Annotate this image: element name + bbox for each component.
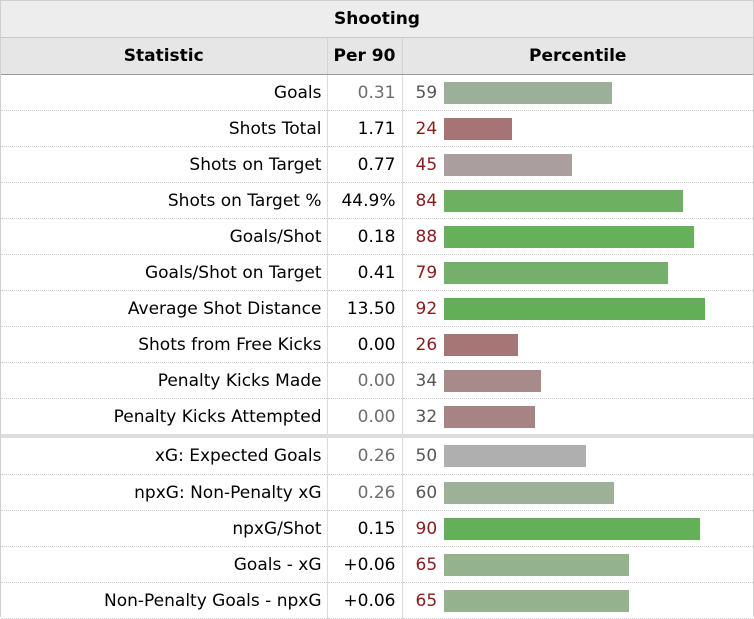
percentile-value: 50 (415, 446, 438, 466)
statistic-name: Shots from Free Kicks (1, 326, 328, 363)
per90-value: 13.50 (327, 290, 403, 327)
table-row: npxG/Shot 0.15 90 (1, 510, 753, 547)
percentile-bar (443, 517, 700, 540)
per90-value: 0.77 (327, 146, 403, 183)
column-header-percentile[interactable]: Percentile (402, 38, 753, 75)
percentile-cell: 32 (402, 398, 753, 438)
percentile-value: 59 (415, 82, 438, 103)
table-row: Shots from Free Kicks 0.00 26 (1, 326, 753, 363)
per90-value: 0.26 (327, 474, 403, 511)
statistic-name: Goals - xG (1, 546, 328, 583)
percentile-cell: 79 (402, 254, 753, 291)
statistic-name: Goals/Shot on Target (1, 254, 328, 291)
percentile-value: 65 (415, 554, 438, 575)
percentile-bar (443, 261, 668, 284)
percentile-bar (443, 445, 586, 467)
statistic-name: Penalty Kicks Made (1, 362, 328, 399)
percentile-bar (443, 405, 535, 428)
stats-table: Statistic Per 90 Percentile Goals 0.31 59 S… (1, 38, 753, 619)
percentile-cell: 65 (402, 546, 753, 583)
percentile-bar (443, 153, 572, 176)
percentile-bar (443, 189, 683, 212)
percentile-bar (443, 369, 541, 392)
percentile-value: 60 (415, 482, 438, 503)
percentile-cell: 34 (402, 362, 753, 399)
percentile-cell: 26 (402, 326, 753, 363)
header-row: Statistic Per 90 Percentile (1, 38, 753, 75)
statistic-name: Shots on Target % (1, 182, 328, 219)
percentile-bar (443, 81, 612, 104)
percentile-cell: 45 (402, 146, 753, 183)
statistic-name: Average Shot Distance (1, 290, 328, 327)
percentile-value: 32 (415, 406, 438, 427)
table-row: Penalty Kicks Attempted 0.00 32 (1, 398, 753, 438)
per90-value: 44.9% (327, 182, 403, 219)
column-header-statistic[interactable]: Statistic (1, 38, 328, 75)
table-row: Goals/Shot on Target 0.41 79 (1, 254, 753, 291)
percentile-bar (443, 225, 694, 248)
percentile-bar (443, 553, 629, 576)
table-row: Shots Total 1.71 24 (1, 110, 753, 147)
percentile-cell: 65 (402, 582, 753, 619)
percentile-cell: 50 (402, 436, 753, 475)
percentile-bar (443, 297, 705, 320)
per90-value: 0.15 (327, 510, 403, 547)
statistic-name: npxG: Non-Penalty xG (1, 474, 328, 511)
percentile-cell: 24 (402, 110, 753, 147)
per90-value: +0.06 (327, 582, 403, 619)
table-row: Shots on Target 0.77 45 (1, 146, 753, 183)
per90-value: +0.06 (327, 546, 403, 583)
percentile-value: 26 (415, 334, 438, 355)
percentile-bar (443, 589, 629, 612)
table-row: Average Shot Distance 13.50 92 (1, 290, 753, 327)
percentile-cell: 88 (402, 218, 753, 255)
percentile-value: 24 (415, 118, 438, 139)
statistic-name: Shots on Target (1, 146, 328, 183)
statistic-name: Shots Total (1, 110, 328, 147)
statistic-name: xG: Expected Goals (1, 436, 328, 475)
table-row: Penalty Kicks Made 0.00 34 (1, 362, 753, 399)
percentile-value: 88 (415, 226, 438, 247)
stats-body: Goals 0.31 59 Shots Total 1.71 24 Shots on Tar… (1, 74, 753, 619)
statistic-name: Goals/Shot (1, 218, 328, 255)
table-row: Goals/Shot 0.18 88 (1, 218, 753, 255)
table-row: xG: Expected Goals 0.26 50 (1, 436, 753, 475)
per90-value: 1.71 (327, 110, 403, 147)
per90-value: 0.18 (327, 218, 403, 255)
per90-value: 0.00 (327, 398, 403, 438)
percentile-value: 92 (415, 298, 438, 319)
percentile-cell: 90 (402, 510, 753, 547)
percentile-value: 90 (415, 518, 438, 539)
percentile-cell: 60 (402, 474, 753, 511)
table-row: Goals 0.31 59 (1, 74, 753, 111)
statistic-name: Goals (1, 74, 328, 111)
table-row: Shots on Target % 44.9% 84 (1, 182, 753, 219)
percentile-value: 84 (415, 190, 438, 211)
percentile-bar (443, 333, 518, 356)
percentile-cell: 59 (402, 74, 753, 111)
per90-value: 0.00 (327, 362, 403, 399)
per90-value: 0.31 (327, 74, 403, 111)
percentile-value: 34 (415, 370, 438, 391)
statistic-name: Penalty Kicks Attempted (1, 398, 328, 438)
table-row: Goals - xG +0.06 65 (1, 546, 753, 583)
percentile-bar (443, 481, 614, 504)
table-row: npxG: Non-Penalty xG 0.26 60 (1, 474, 753, 511)
per90-value: 0.00 (327, 326, 403, 363)
statistic-name: npxG/Shot (1, 510, 328, 547)
percentile-value: 45 (415, 154, 438, 175)
percentile-bar (443, 117, 512, 140)
per90-value: 0.26 (327, 436, 403, 475)
per90-value: 0.41 (327, 254, 403, 291)
percentile-value: 65 (415, 590, 438, 611)
percentile-cell: 84 (402, 182, 753, 219)
statistic-name: Non-Penalty Goals - npxG (1, 582, 328, 619)
table-row: Non-Penalty Goals - npxG +0.06 65 (1, 582, 753, 619)
column-header-per90[interactable]: Per 90 (327, 38, 403, 75)
percentile-cell: 92 (402, 290, 753, 327)
percentile-value: 79 (415, 262, 438, 283)
table-caption: Shooting (1, 1, 753, 38)
